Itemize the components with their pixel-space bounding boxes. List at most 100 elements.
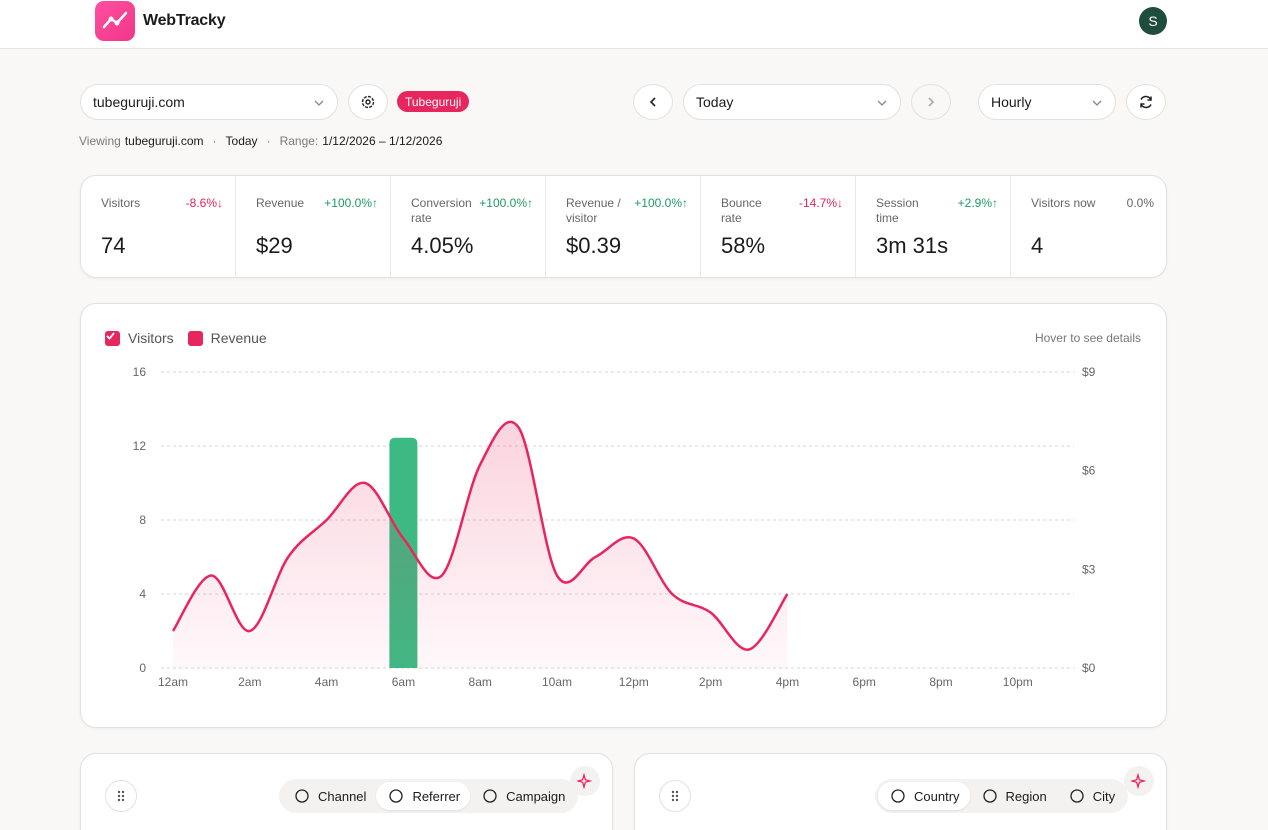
- icon-shape: [483, 789, 497, 803]
- drag-handle[interactable]: [659, 780, 691, 812]
- stat-change: -8.6%↓: [185, 196, 223, 210]
- settings-button[interactable]: [348, 84, 388, 120]
- icon-shape: [389, 789, 404, 803]
- range-label: Range:: [279, 134, 319, 148]
- stat-label: Session time: [876, 196, 919, 225]
- grip-icon: [117, 790, 125, 802]
- stat: Conversion rate +100.0%↑ 4.05%: [391, 176, 546, 277]
- tab[interactable]: City: [1057, 782, 1125, 810]
- brand: WebTracky: [143, 12, 226, 29]
- stat: Visitors -8.6%↓ 74: [81, 176, 236, 277]
- stat: Session time +2.9%↑ 3m 31s: [856, 176, 1011, 277]
- viewing-line: Viewing tubeguruji.com · Today · Range: …: [79, 134, 442, 148]
- tab-icon: [982, 789, 997, 803]
- stat-change: 0.0%: [1126, 196, 1154, 210]
- y-tick-label: 8: [139, 513, 146, 527]
- x-tick-label: 2am: [238, 675, 261, 689]
- legend-label: Visitors: [128, 330, 174, 346]
- stat-value: $29: [256, 233, 293, 258]
- check-shape: [106, 332, 115, 340]
- y-tick-label: 4: [139, 587, 146, 601]
- refresh-button[interactable]: [1126, 84, 1166, 120]
- stats-card: Visitors -8.6%↓ 74 Revenue +100.0%↑ $29 Conver…: [80, 175, 1167, 278]
- y2-tick-label: $0: [1082, 661, 1096, 675]
- drag-handle[interactable]: [105, 780, 137, 812]
- y2-tick-label: $9: [1082, 365, 1096, 379]
- stat-label: Revenue / visitor: [566, 196, 621, 225]
- traffic-panel: Channel Referrer Campaign: [80, 753, 613, 830]
- tab-group: Channel Referrer Campaign: [279, 779, 579, 813]
- tab-label: Region: [1005, 788, 1047, 804]
- chevron: [1092, 100, 1102, 106]
- tab-label: Channel: [318, 788, 367, 804]
- stat-label: Visitors: [101, 196, 141, 210]
- chevron: [877, 100, 887, 106]
- refresh-icon: [1140, 95, 1152, 109]
- tab[interactable]: Campaign: [470, 782, 575, 810]
- stat-change: +2.9%↑: [957, 196, 998, 210]
- stat: Bounce rate -14.7%↓ 58%: [701, 176, 856, 277]
- stat: Revenue / visitor +100.0%↑ $0.39: [546, 176, 701, 277]
- tab-label: Campaign: [506, 788, 566, 804]
- x-tick-label: 12pm: [619, 675, 649, 689]
- avatar[interactable]: S: [1139, 7, 1167, 35]
- y2-tick-label: $6: [1082, 464, 1096, 478]
- granularity-select[interactable]: Hourly: [978, 84, 1116, 120]
- chevron-left: [649, 97, 656, 107]
- granularity-value: Hourly: [991, 94, 1032, 110]
- range-value: 1/12/2026 – 1/12/2026: [322, 134, 443, 148]
- grip-icon: [671, 790, 679, 802]
- checkbox[interactable]: [106, 330, 203, 346]
- stat-value: 4.05%: [411, 233, 474, 258]
- gear-icon: [361, 95, 375, 109]
- tab[interactable]: Country: [878, 782, 970, 810]
- stat-value: 3m 31s: [876, 233, 949, 258]
- ai-button[interactable]: [570, 766, 600, 796]
- tab-icon: [389, 789, 404, 803]
- stat-value: 4: [1031, 233, 1044, 258]
- tab[interactable]: Channel: [282, 782, 376, 810]
- visitors-line: [171, 420, 789, 651]
- tab[interactable]: Region: [970, 782, 1057, 810]
- chevron: [314, 100, 324, 106]
- x-tick-label: 8pm: [929, 675, 952, 689]
- logo[interactable]: [95, 1, 135, 41]
- visitors-area: [173, 421, 788, 668]
- stat-change: +100.0%↑: [324, 196, 378, 210]
- x-tick-label: 10am: [542, 675, 572, 689]
- icon-shape: [1070, 789, 1084, 803]
- stat-value: 74: [101, 233, 126, 258]
- x-tick-label: 10pm: [1003, 675, 1033, 689]
- stat-change: -14.7%↓: [798, 196, 843, 210]
- sparkle-icon: [1131, 773, 1147, 789]
- tab-label: Referrer: [412, 788, 461, 804]
- separator: ·: [266, 134, 271, 148]
- legend-item[interactable]: Revenue: [106, 330, 267, 346]
- date-select[interactable]: Today: [683, 84, 901, 120]
- stat-change: +100.0%↑: [479, 196, 533, 210]
- tab-icon: [891, 789, 905, 803]
- x-tick-label: 4pm: [776, 675, 799, 689]
- viewing-period: Today: [225, 134, 258, 148]
- y2-tick-label: $3: [1082, 562, 1096, 576]
- tab[interactable]: Referrer: [376, 782, 471, 810]
- tab-label: Country: [914, 788, 960, 804]
- logo-icon: [102, 11, 128, 29]
- stat-label: Revenue: [256, 196, 305, 210]
- stat-change: +100.0%↑: [634, 196, 688, 210]
- next-button[interactable]: [911, 84, 951, 120]
- chevron-right: [928, 97, 935, 107]
- viewing-site: tubeguruji.com: [124, 134, 204, 148]
- legend-label: Revenue: [210, 330, 267, 346]
- x-tick-label: 4am: [315, 675, 338, 689]
- stat-value: 58%: [721, 233, 766, 258]
- prev-button[interactable]: [633, 84, 673, 120]
- y-tick-label: 16: [133, 365, 147, 379]
- stat-label: Bounce rate: [721, 196, 762, 225]
- site-select[interactable]: tubeguruji.com: [80, 84, 338, 120]
- x-tick-label: 6am: [392, 675, 415, 689]
- ai-button[interactable]: [1124, 766, 1154, 796]
- tab-icon: [483, 789, 497, 803]
